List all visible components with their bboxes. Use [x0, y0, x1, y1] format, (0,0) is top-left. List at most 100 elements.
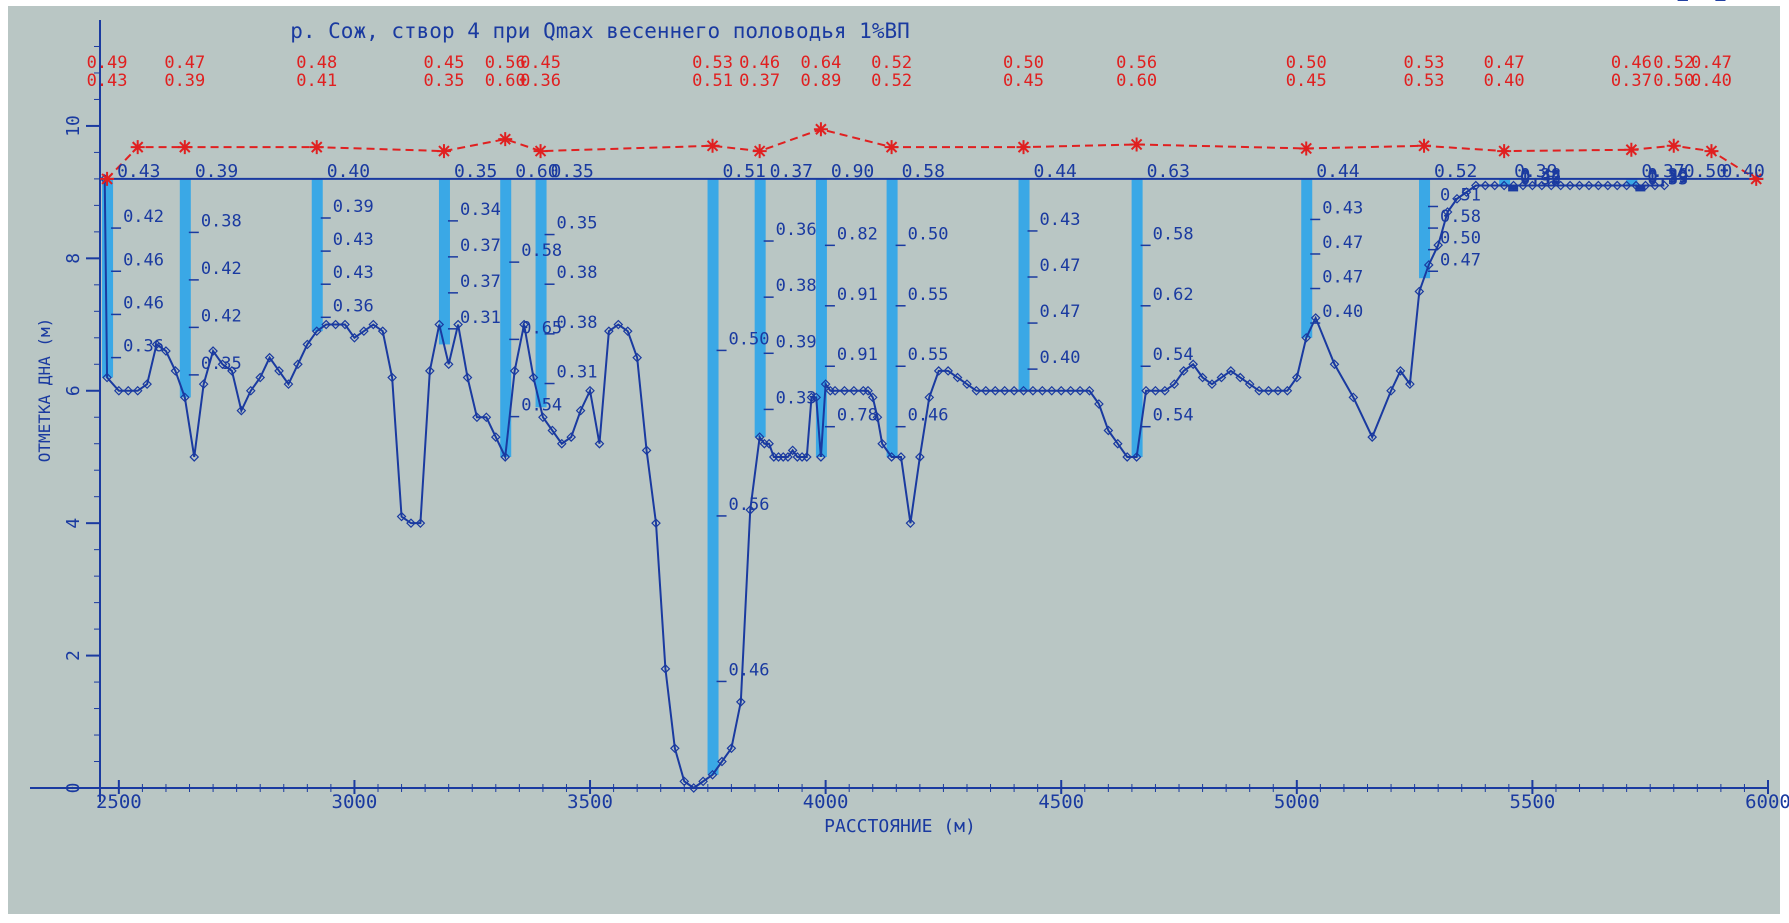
bed-point — [368, 319, 379, 330]
bed-point — [415, 518, 426, 529]
bed-point — [933, 366, 944, 376]
top-value-upper: 0.53 — [1404, 53, 1445, 73]
velocity-label: 0.36 — [1647, 165, 1688, 185]
velocity-bar — [1131, 178, 1143, 457]
bed-point — [236, 405, 247, 416]
bed-point — [1423, 260, 1434, 270]
bed-point — [952, 372, 963, 383]
y-tick-label: 10 — [63, 115, 84, 137]
bed-point — [971, 385, 982, 396]
top-value-lower: 0.39 — [164, 71, 205, 91]
velocity-label: 0.39 — [1727, 0, 1768, 5]
bed-point — [227, 366, 237, 376]
velocity-label: 0.35 — [557, 214, 598, 234]
y-tick-label: 0 — [63, 783, 84, 794]
velocity-label: 0.43 — [1040, 210, 1081, 230]
top-value-upper: 0.52 — [1653, 53, 1694, 73]
velocity-bar — [1419, 178, 1431, 279]
bed-point — [915, 452, 925, 462]
velocity-bar — [1018, 178, 1030, 391]
velocity-top-label: 0.40 — [1721, 161, 1764, 182]
bed-point — [1235, 372, 1246, 383]
x-axis-label: РАССТОЯНИЕ (м) — [824, 816, 976, 837]
velocity-label: 0.50 — [729, 329, 770, 349]
bed-point — [1621, 180, 1632, 191]
bed-point — [1433, 240, 1444, 250]
bed-point — [872, 412, 883, 423]
velocity-label: 0.46 — [123, 250, 164, 270]
top-value-upper: 0.48 — [296, 53, 337, 73]
bed-point — [1160, 385, 1170, 396]
velocity-top-label: 0.44 — [1034, 161, 1077, 182]
bed-point — [816, 452, 826, 462]
top-value-lower: 0.37 — [1611, 71, 1652, 91]
bed-point — [481, 412, 492, 423]
bed-point — [811, 392, 822, 403]
velocity-bar — [754, 178, 766, 438]
top-value-upper: 0.56 — [485, 53, 526, 73]
bed-point — [1046, 385, 1057, 396]
bed-point — [896, 452, 906, 462]
bed-point — [151, 339, 162, 350]
velocity-label: 0.47 — [1040, 302, 1081, 322]
velocity-label: 0.33 — [1647, 170, 1688, 190]
water-level-marker — [1417, 138, 1432, 153]
x-tick-label: 4500 — [1038, 791, 1084, 813]
water-level-line — [106, 128, 1757, 180]
chart-title: р. Сож, створ 4 при Qmax весеннего полов… — [290, 19, 910, 43]
bed-point — [283, 379, 294, 389]
bed-point — [1263, 385, 1274, 396]
x-tick-label: 5500 — [1510, 791, 1556, 813]
velocity-label: 0.55 — [908, 345, 949, 365]
velocity-label: 0.91 — [837, 285, 878, 305]
velocity-label: 0.55 — [908, 285, 949, 305]
bed-point — [217, 359, 228, 370]
bed-point — [783, 452, 793, 462]
velocity-label: 0.42 — [123, 207, 164, 227]
bed-point — [1028, 385, 1038, 396]
velocity-label: 0.58 — [1153, 224, 1194, 244]
bed-point — [1169, 379, 1180, 389]
bed-point — [801, 452, 812, 462]
x-tick-label: 2500 — [96, 791, 142, 813]
bed-point — [1084, 385, 1095, 396]
x-tick-label: 6000 — [1745, 791, 1789, 813]
y-tick-label: 8 — [63, 253, 84, 264]
velocity-label: 0.62 — [1153, 285, 1194, 305]
velocity-label: 0.35 — [1520, 170, 1561, 190]
velocity-label: 0.43 — [333, 230, 374, 250]
bed-point — [1489, 180, 1500, 191]
bed-point — [340, 319, 350, 330]
bed-point — [585, 385, 595, 396]
velocity-top-label: 0.40 — [327, 161, 370, 182]
top-value-upper: 0.45 — [423, 53, 464, 73]
velocity-top-label: 0.39 — [1514, 161, 1557, 182]
velocity-label: 0.56 — [729, 495, 770, 515]
bed-point — [189, 452, 200, 462]
bed-point — [679, 776, 690, 787]
bed-point — [990, 385, 1001, 396]
bed-point — [1650, 180, 1660, 191]
velocity-label: 0.39 — [1647, 168, 1688, 188]
velocity-label: 0.38 — [557, 263, 598, 283]
bed-point — [453, 319, 463, 330]
water-level-marker — [752, 144, 767, 159]
bed-point — [1310, 313, 1321, 323]
velocity-label: 0.54 — [1153, 345, 1194, 365]
bed-point — [1555, 180, 1566, 191]
water-level-marker — [1666, 138, 1681, 153]
top-value-lower: 0.60 — [1116, 71, 1157, 91]
bed-point — [707, 769, 718, 780]
bed-point — [1584, 180, 1594, 191]
top-value-upper: 0.47 — [1691, 53, 1732, 73]
bed-point — [547, 425, 558, 436]
velocity-top-label: 0.37 — [1641, 161, 1684, 182]
top-value-upper: 0.49 — [87, 53, 128, 73]
bed-point — [1291, 372, 1302, 383]
velocity-label: 0.36 — [333, 296, 374, 316]
bed-point — [717, 756, 727, 767]
velocity-top-label: 0.43 — [117, 161, 160, 182]
bed-point — [1471, 180, 1481, 191]
top-value-lower: 0.35 — [423, 71, 464, 91]
top-value-upper: 0.53 — [692, 53, 733, 73]
